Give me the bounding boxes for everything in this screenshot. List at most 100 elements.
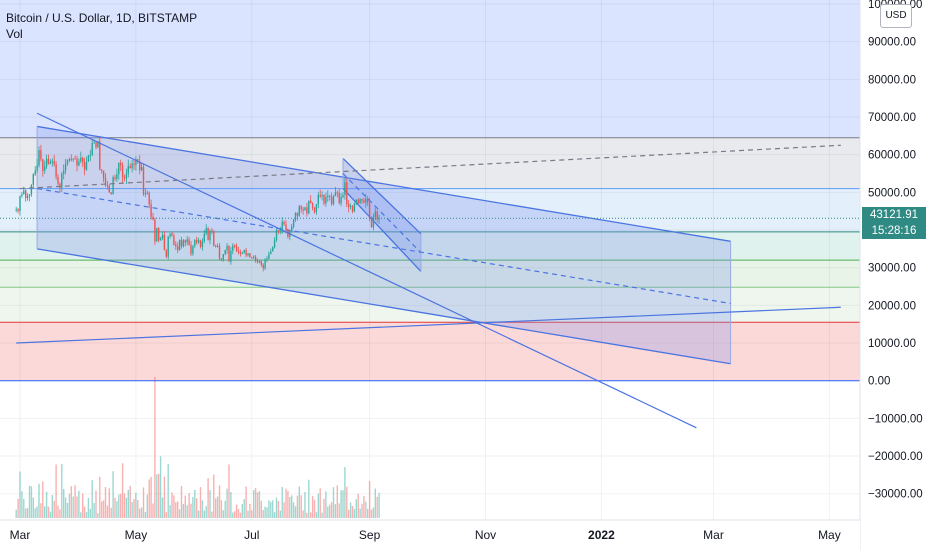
volume-bar (275, 497, 278, 518)
volume-bar (64, 497, 67, 518)
last-price-tag: 43121.91 (862, 207, 926, 223)
volume-bar (308, 479, 310, 518)
volume-bar (99, 476, 101, 518)
channel-upper-line (36, 125, 731, 242)
volume-bar (249, 503, 251, 518)
volume-bar (220, 500, 223, 518)
candle-body (21, 194, 23, 197)
volume-bar (194, 489, 196, 518)
candle-body (273, 240, 276, 248)
volume-bar (262, 510, 264, 518)
volume-bar (87, 497, 90, 518)
volume-bar (140, 507, 143, 518)
volume-bar (66, 502, 69, 518)
volume-bar (70, 486, 72, 518)
volume-bar (91, 480, 93, 518)
candle-body (264, 259, 266, 269)
candle-body (156, 228, 158, 242)
candle-body (294, 212, 297, 220)
volume-bar (125, 497, 128, 518)
candle-body (368, 202, 371, 219)
volume-bar (279, 510, 281, 518)
candle-body (112, 177, 114, 195)
x-tick-label: Sep (359, 528, 381, 542)
candle-body (102, 170, 105, 178)
candle-body (234, 245, 236, 247)
volume-bar (277, 500, 280, 518)
candle-body (32, 174, 34, 185)
candle-body (254, 256, 257, 261)
symbol-title[interactable]: Bitcoin / U.S. Dollar, 1D, BITSTAMP (6, 11, 198, 25)
volume-bar (188, 493, 190, 518)
price-axis-panel (860, 0, 932, 550)
volume-bar (190, 503, 192, 518)
volume-bar (182, 504, 185, 518)
volume-indicator-label[interactable]: Vol (6, 27, 23, 41)
volume-bar (199, 487, 202, 518)
volume-bar (129, 485, 131, 518)
volume-bar (144, 512, 147, 518)
candle-body (19, 196, 21, 212)
price-zones (0, 0, 860, 381)
y-tick-label: −30000.00 (868, 489, 923, 501)
candle-body (266, 259, 268, 261)
candle-body (256, 260, 259, 263)
candle-body (30, 184, 33, 195)
volume-bar (243, 499, 245, 518)
volume-bar (82, 493, 84, 518)
volume-bar (234, 511, 236, 518)
volume-bar (186, 505, 188, 518)
candle-body (97, 141, 99, 148)
candle-body (291, 226, 293, 232)
volume-bar (241, 503, 243, 518)
volume-bar (317, 493, 319, 518)
volume-bar (104, 486, 107, 518)
currency-button[interactable]: USD (880, 4, 912, 28)
volume-bar (165, 512, 167, 518)
volume-bar (184, 495, 186, 518)
y-tick-label: 70000.00 (868, 112, 916, 124)
volume-bar (315, 512, 318, 518)
candle-body (340, 196, 342, 204)
candle-body (374, 211, 376, 217)
candle-body (306, 207, 308, 214)
volume-bar (45, 491, 48, 518)
candle-body (201, 241, 204, 247)
volume-bar (367, 508, 369, 518)
candle-body (330, 196, 333, 205)
candle-body (140, 167, 143, 171)
y-tick-label: 0.00 (868, 376, 890, 388)
volume-bar (76, 496, 78, 518)
candle-body (245, 249, 247, 256)
candle-body (199, 240, 202, 247)
candle-body (121, 165, 124, 178)
candle-body (197, 240, 200, 243)
volume-bar (173, 495, 175, 518)
volume-bar (74, 485, 76, 518)
volume-bar (329, 504, 331, 518)
candle-body (188, 239, 190, 246)
volume-bar (21, 491, 23, 518)
candle-body (226, 245, 228, 250)
candle-body (23, 190, 25, 195)
volume-bar (310, 512, 312, 518)
volume-bar (196, 498, 198, 518)
candle-body (207, 228, 209, 241)
candle-body (137, 159, 139, 162)
candle-body (357, 199, 359, 204)
candle-body (262, 264, 264, 269)
candle-body (218, 245, 221, 259)
volume-bar (216, 496, 219, 518)
y-tick-label: 60000.00 (868, 150, 916, 162)
volume-bar (266, 507, 268, 518)
volume-bar (26, 508, 29, 518)
volume-bar (213, 474, 215, 518)
candle-body (38, 150, 40, 166)
volume-bar (218, 485, 221, 518)
price-zone (0, 260, 860, 288)
volume-bar (114, 497, 116, 518)
candle-body (260, 261, 262, 265)
volume-bar (192, 497, 194, 518)
volume-bar (306, 512, 308, 518)
